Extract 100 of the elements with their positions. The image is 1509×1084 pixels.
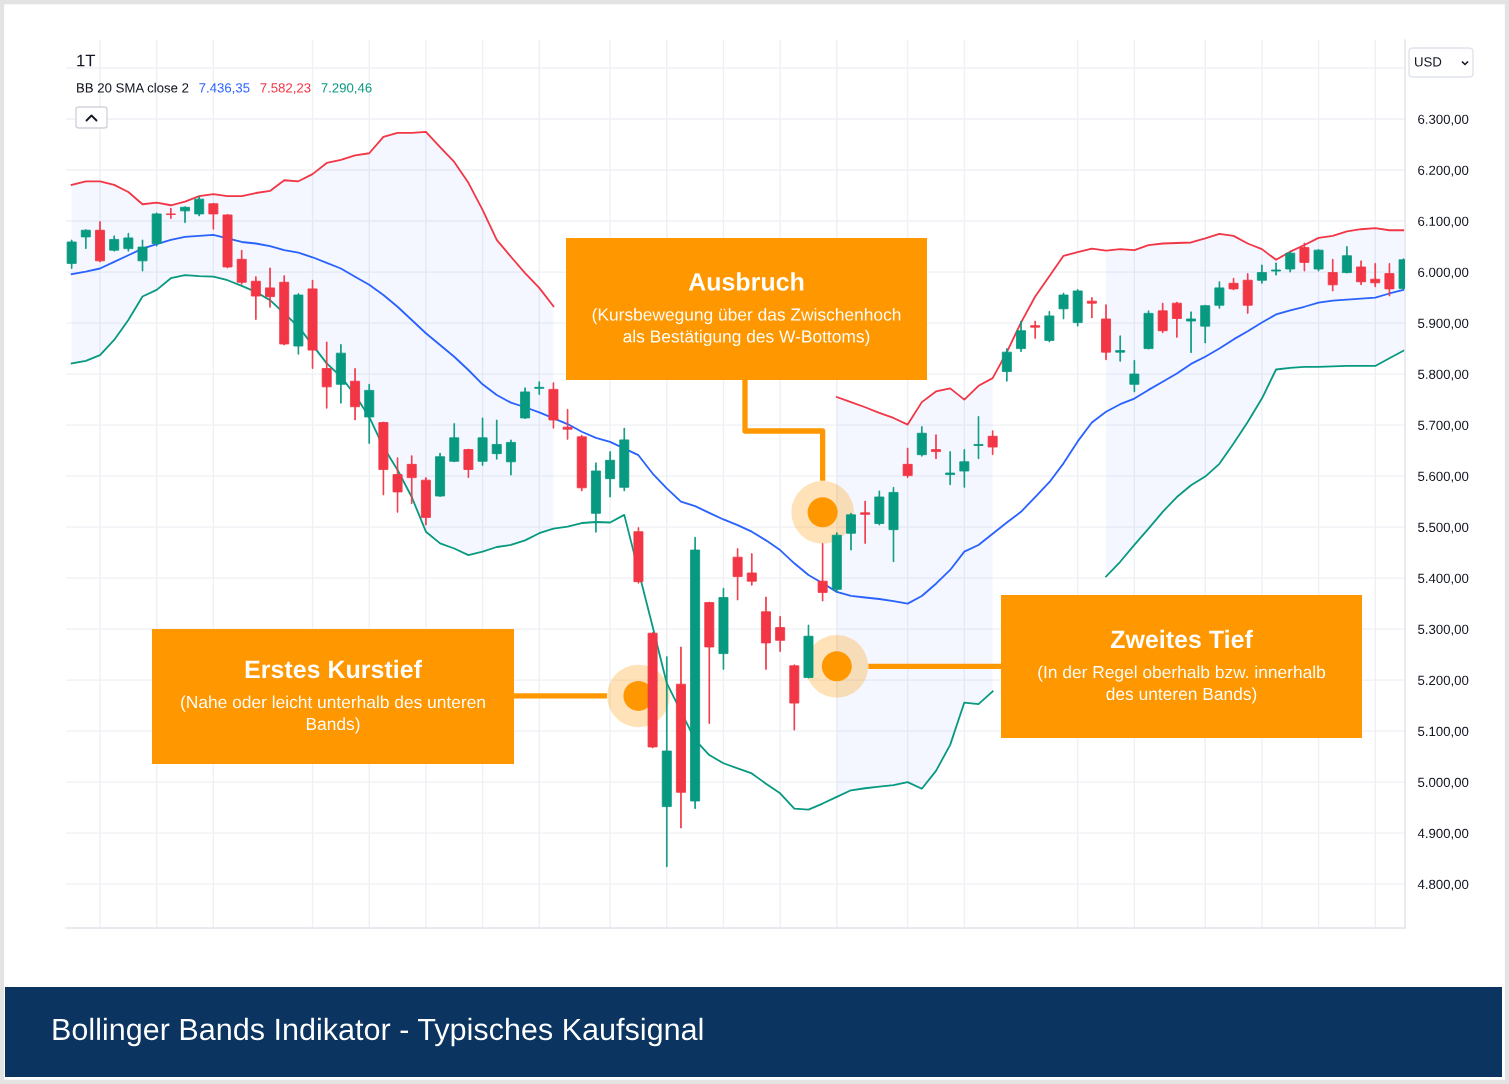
candlestick bbox=[959, 449, 970, 488]
candlestick bbox=[265, 267, 275, 308]
candlestick bbox=[775, 615, 786, 652]
y-tick-label: 5.800,00 bbox=[1418, 369, 1469, 381]
candlestick bbox=[491, 419, 502, 460]
candlestick bbox=[576, 434, 587, 492]
y-tick-label: 6.300,00 bbox=[1418, 114, 1469, 126]
candlestick bbox=[789, 664, 800, 731]
candlestick bbox=[1299, 242, 1310, 272]
candlestick bbox=[619, 427, 630, 492]
text: Bollinger Bands Indikator - Typisches Kaufsignal bbox=[53, 1017, 703, 1047]
candlestick bbox=[761, 596, 771, 670]
y-tick-label: 4.800,00 bbox=[1417, 879, 1469, 891]
text: 7.582,23 bbox=[260, 83, 311, 95]
candlestick bbox=[392, 457, 403, 513]
candlestick bbox=[675, 646, 686, 829]
candlestick bbox=[463, 448, 474, 479]
y-axis-title: USD bbox=[1415, 57, 1442, 67]
candlestick bbox=[1271, 262, 1282, 276]
candlestick bbox=[180, 206, 190, 224]
y-tick-label: 6.200,00 bbox=[1418, 165, 1469, 177]
candlestick bbox=[222, 214, 233, 269]
y-tick-label: 5.100,00 bbox=[1418, 726, 1469, 738]
candlestick bbox=[548, 382, 559, 429]
candlestick bbox=[605, 451, 616, 498]
candlestick bbox=[902, 447, 913, 479]
text: 7.290,46 bbox=[321, 83, 372, 95]
candlestick bbox=[208, 202, 219, 230]
candlestick bbox=[1171, 301, 1182, 338]
y-tick-label: 5.600,00 bbox=[1418, 471, 1469, 483]
candlestick bbox=[888, 486, 899, 563]
candlestick bbox=[916, 426, 927, 457]
y-tick-label: 5.700,00 bbox=[1418, 420, 1469, 432]
candlestick bbox=[250, 276, 261, 320]
candlestick bbox=[1186, 311, 1196, 354]
candlestick bbox=[1313, 249, 1324, 272]
candlestick bbox=[1228, 277, 1239, 291]
candlestick bbox=[590, 462, 601, 533]
candlestick bbox=[364, 383, 375, 444]
candlestick bbox=[633, 527, 644, 584]
candlestick bbox=[1327, 258, 1338, 292]
y-tick-label: 5.300,00 bbox=[1418, 624, 1469, 636]
candlestick bbox=[165, 207, 176, 219]
candlestick bbox=[194, 196, 205, 217]
y-tick-label: 6.000,00 bbox=[1418, 267, 1469, 279]
candlestick bbox=[562, 408, 573, 440]
annotation: Ausbruch (Kursbewegung über das Zwischenhoch als Bestätigung des W-Bottoms) bbox=[592, 272, 901, 347]
y-tick-label: 5.500,00 bbox=[1418, 522, 1469, 534]
candlestick bbox=[746, 553, 757, 586]
candlestick bbox=[80, 229, 91, 250]
y-tick-label: 4.900,00 bbox=[1417, 828, 1469, 840]
candlestick bbox=[1086, 297, 1097, 319]
candlestick bbox=[1256, 264, 1267, 284]
candlestick bbox=[987, 430, 998, 456]
candlestick bbox=[1157, 302, 1168, 334]
text: 7.436,35 bbox=[199, 83, 250, 95]
candlestick bbox=[1044, 310, 1055, 343]
candlestick bbox=[1129, 359, 1140, 393]
legend-title: BB 20 SMA close 2 bbox=[77, 82, 189, 93]
candlestick bbox=[279, 275, 290, 346]
candlestick bbox=[435, 452, 446, 497]
candlestick bbox=[378, 421, 389, 496]
candlestick bbox=[123, 232, 134, 252]
candlestick bbox=[1101, 304, 1111, 361]
candlestick bbox=[1285, 251, 1296, 273]
candlestick bbox=[520, 387, 531, 419]
point bbox=[791, 481, 854, 544]
candlestick bbox=[321, 341, 332, 409]
y-tick-label: 5.000,00 bbox=[1418, 777, 1469, 789]
candlestick bbox=[406, 455, 417, 505]
candlestick bbox=[1242, 273, 1253, 314]
candlestick bbox=[1115, 335, 1126, 362]
candlestick bbox=[236, 249, 247, 285]
candlestick bbox=[1072, 289, 1083, 327]
candlestick bbox=[846, 512, 856, 551]
candlestick bbox=[335, 344, 346, 404]
candlestick bbox=[647, 632, 658, 749]
candlestick bbox=[931, 434, 941, 460]
candlestick bbox=[1001, 348, 1012, 382]
candlestick bbox=[860, 500, 871, 544]
candlestick bbox=[307, 279, 318, 369]
candlestick bbox=[973, 416, 984, 460]
text: 1T bbox=[77, 54, 96, 67]
candlestick bbox=[704, 601, 715, 724]
candlestick bbox=[803, 624, 814, 679]
y-tick-label: 5.200,00 bbox=[1418, 675, 1469, 687]
candlestick bbox=[151, 212, 162, 247]
candlestick bbox=[1143, 310, 1154, 350]
candlestick bbox=[732, 548, 743, 601]
candlestick bbox=[1356, 260, 1367, 286]
candlestick bbox=[1016, 320, 1026, 353]
candlestick bbox=[420, 477, 431, 526]
candlestick bbox=[66, 239, 77, 269]
line-series bbox=[70, 233, 1405, 605]
candlestick bbox=[350, 368, 361, 421]
candlestick bbox=[1341, 246, 1352, 274]
candlestick bbox=[831, 532, 842, 593]
candlestick bbox=[449, 423, 460, 463]
candlestick bbox=[1200, 304, 1211, 344]
candlestick bbox=[945, 451, 956, 486]
